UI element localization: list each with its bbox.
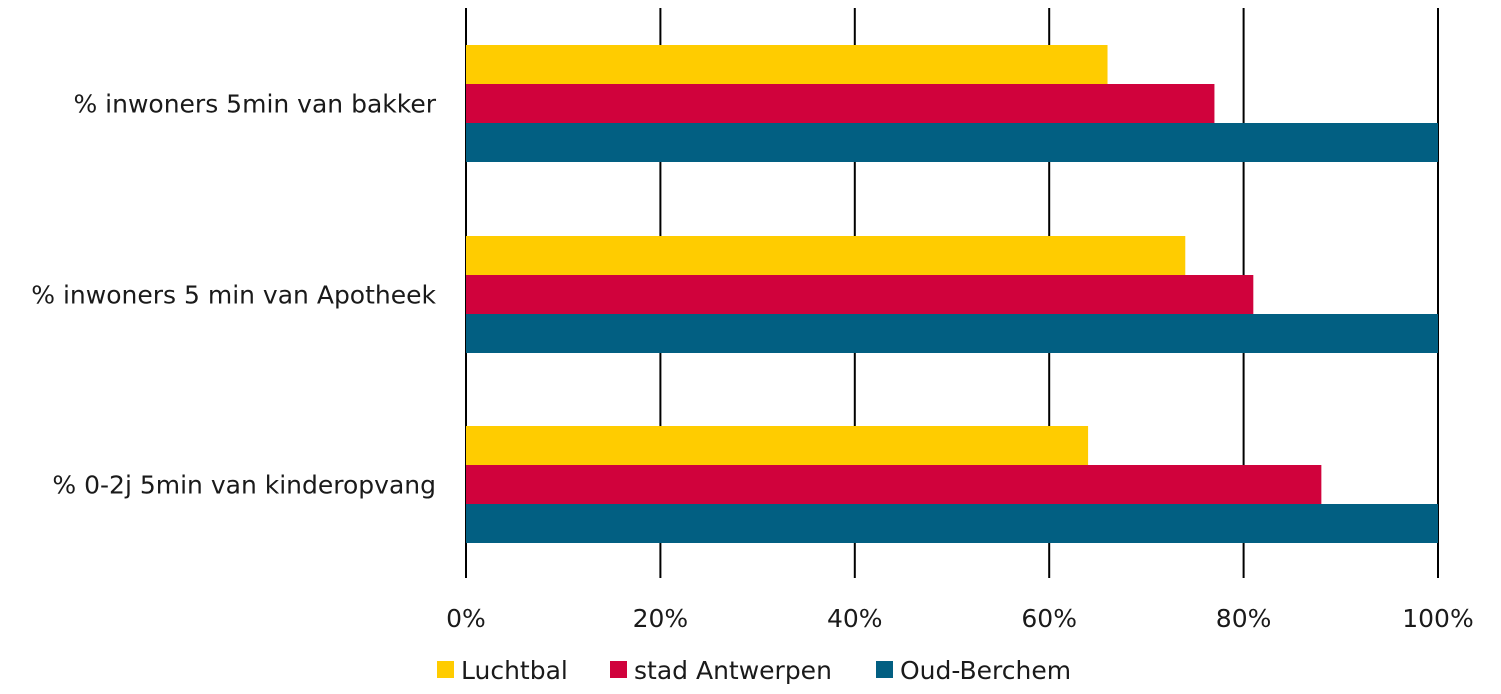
legend-swatch-1 (610, 661, 627, 678)
tick-label-2: 40% (827, 604, 883, 633)
legend-label-0: Luchtbal (461, 656, 568, 685)
bar-oud-berchem-1 (466, 314, 1438, 353)
bar-oud-berchem-0 (466, 123, 1438, 162)
category-label-1: % inwoners 5 min van Apotheek (31, 281, 436, 310)
bar-stad-antwerpen-0 (466, 84, 1215, 123)
tick-label-5: 100% (1402, 604, 1473, 633)
bar-luchtbal-0 (466, 45, 1108, 84)
legend-label-2: Oud-Berchem (900, 656, 1071, 685)
category-label-0: % inwoners 5min van bakker (73, 90, 436, 119)
legend-swatch-2 (876, 661, 893, 678)
legend: Luchtbal stad Antwerpen Oud-Berchem (437, 656, 1071, 685)
bars (466, 45, 1438, 543)
category-labels: % inwoners 5min van bakker % inwoners 5 m… (31, 90, 436, 500)
tick-label-0: 0% (446, 604, 486, 633)
tick-label-3: 60% (1021, 604, 1077, 633)
bar-stad-antwerpen-1 (466, 275, 1254, 314)
bar-luchtbal-2 (466, 426, 1089, 465)
bar-oud-berchem-2 (466, 504, 1438, 543)
category-label-2: % 0-2j 5min van kinderopvang (52, 471, 436, 500)
legend-swatch-0 (437, 661, 454, 678)
legend-label-1: stad Antwerpen (634, 656, 832, 685)
tick-label-1: 20% (633, 604, 689, 633)
bar-stad-antwerpen-2 (466, 465, 1322, 504)
bar-luchtbal-1 (466, 236, 1186, 275)
tick-label-4: 80% (1216, 604, 1272, 633)
x-axis-tick-labels: 0% 20% 40% 60% 80% 100% (446, 604, 1474, 633)
